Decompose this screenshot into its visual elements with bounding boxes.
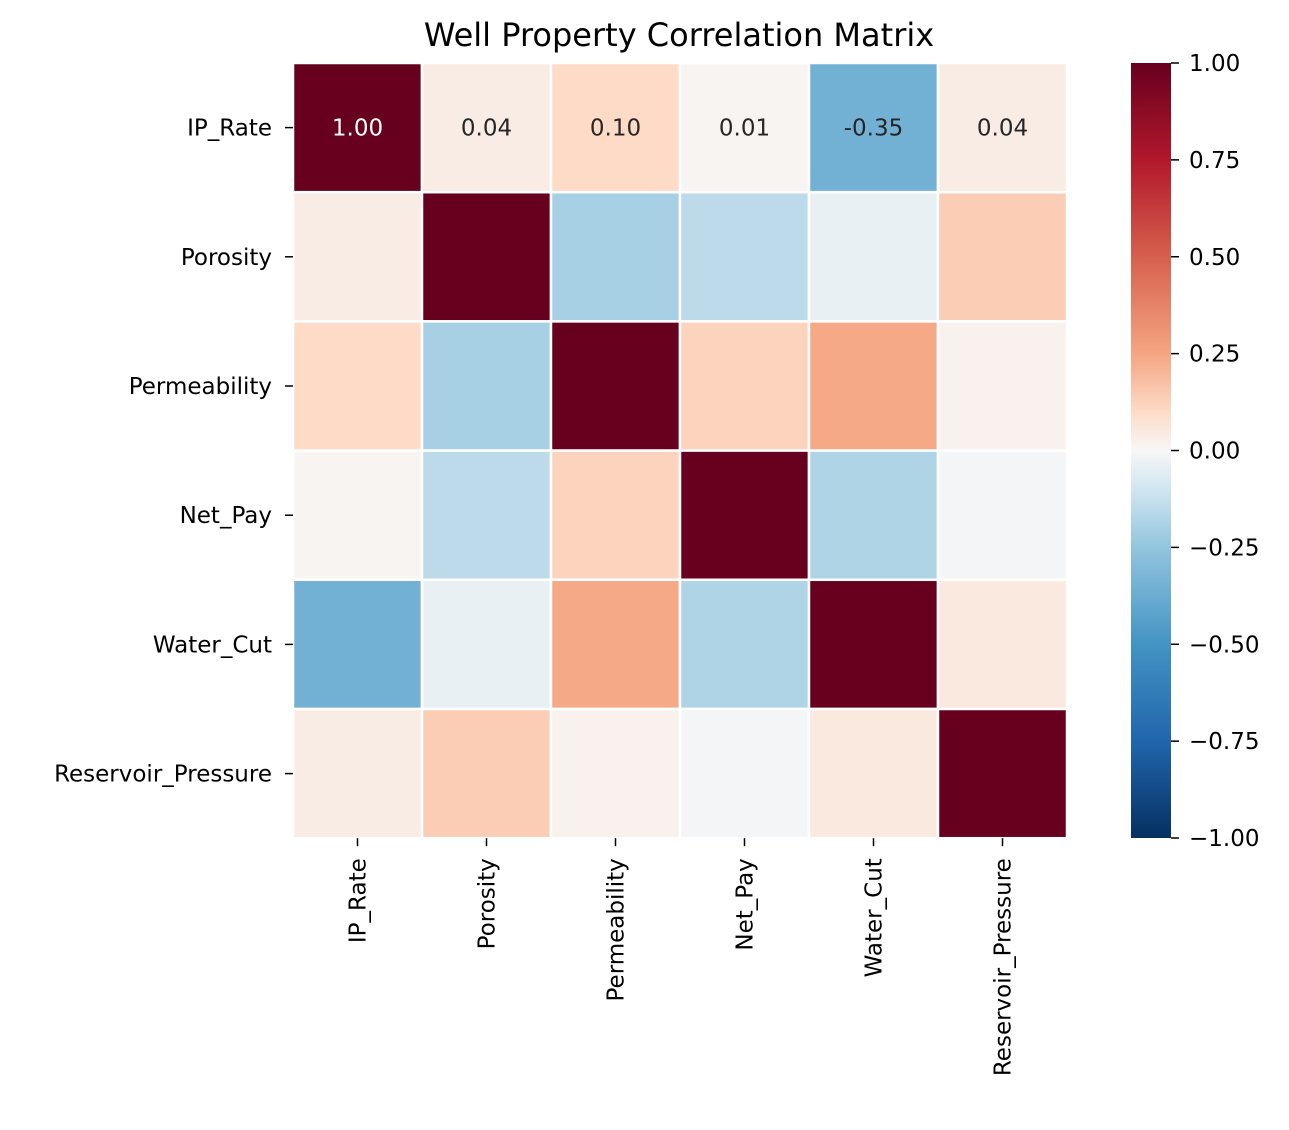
heatmap-cells [291,61,1069,840]
heatmap-cell [291,61,424,194]
heatmap-cell [549,578,682,711]
colorbar-tick-label: −0.25 [1189,535,1259,561]
colorbar-tick-label: 0.00 [1189,439,1240,465]
heatmap-cell [549,61,682,194]
heatmap-cell [420,707,553,840]
cell-annotation: 1.00 [332,116,383,142]
heatmap-cell [420,61,553,194]
colorbar [1131,63,1171,838]
cell-annotation: 0.01 [719,116,770,142]
heatmap-cell [807,449,940,582]
cell-annotation: -0.35 [844,116,904,142]
x-tick-label: Permeability [604,858,630,1001]
heatmap-cell [549,320,682,452]
heatmap-cell [936,707,1069,840]
colorbar-tick-label: 0.75 [1189,148,1240,174]
heatmap-cell [420,190,553,323]
heatmap-cell [549,190,682,323]
colorbar-tick-label: 1.00 [1189,51,1240,77]
heatmap-cell [291,707,424,840]
y-axis: IP_Rate Porosity Permeability Net_Pay Water_… [54,116,293,788]
heatmap-cell [807,707,940,840]
colorbar-tick-label: −0.50 [1189,632,1259,658]
heatmap-cell [420,320,553,452]
heatmap-annotations: 1.00 0.04 0.10 0.01 -0.35 0.04 [332,116,1028,142]
y-tick-label: Reservoir_Pressure [54,762,272,788]
heatmap-cell [807,190,940,323]
heatmap-cell [936,61,1069,194]
x-tick-label: Net_Pay [733,858,759,950]
y-tick-label: Water_Cut [153,632,272,658]
x-axis: IP_Rate Porosity Permeability Net_Pay Water_… [346,838,1017,1076]
heatmap-cell [291,578,424,711]
colorbar-gradient [1131,63,1171,838]
heatmap-cell [807,578,940,711]
heatmap-cell [291,320,424,452]
cell-annotation: 0.10 [590,116,641,142]
colorbar-ticks: 1.00 0.75 0.50 0.25 0.00 −0.25 −0.50 −0.75 −1.00 [1171,51,1259,852]
heatmap-cell [420,578,553,711]
heatmap-cell [678,578,811,711]
heatmap-cell [936,190,1069,323]
colorbar-tick-label: 0.25 [1189,342,1240,368]
colorbar-tick-label: −0.75 [1189,729,1259,755]
heatmap-cell [678,449,811,582]
cell-annotation: 0.04 [977,116,1028,142]
heatmap-cell [936,449,1069,582]
heatmap-cell [420,449,553,582]
heatmap-cell [678,320,811,452]
colorbar-tick-label: 0.50 [1189,245,1240,271]
y-tick-label: Porosity [181,245,272,271]
heatmap-cell [678,190,811,323]
colorbar-tick-label: −1.00 [1189,826,1259,852]
cell-annotation: 0.04 [461,116,512,142]
x-tick-label: Reservoir_Pressure [991,858,1017,1076]
y-tick-label: IP_Rate [187,116,272,142]
y-tick-label: Net_Pay [180,503,272,529]
heatmap-cell [549,707,682,840]
heatmap-cell [291,190,424,323]
heatmap-cell [936,320,1069,452]
y-tick-label: Permeability [129,374,272,400]
x-tick-label: Porosity [475,858,501,949]
heatmap-cell [936,578,1069,711]
x-tick-label: IP_Rate [346,858,372,943]
heatmap-cell [291,449,424,582]
chart-title: Well Property Correlation Matrix [424,16,934,54]
heatmap-cell [549,449,682,582]
x-tick-label: Water_Cut [862,858,888,977]
heatmap-cell [807,320,940,452]
heatmap-cell [678,707,811,840]
